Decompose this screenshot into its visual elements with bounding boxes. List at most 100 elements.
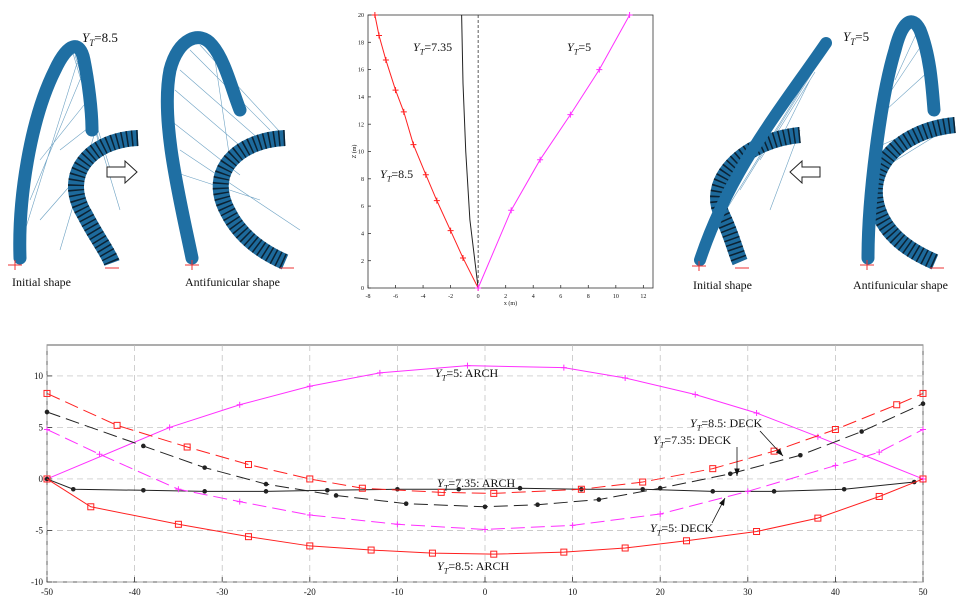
point-marker [728,472,733,477]
x-tick-label: 10 [568,587,578,597]
x-tick-label: 0 [483,587,488,597]
x-tick-label: -6 [393,294,398,300]
y-tick-label: 8 [361,177,364,183]
x-tick-label: 0 [477,294,480,300]
y-tick-label: 6 [361,204,364,210]
point-marker [518,486,523,491]
x-tick-label: -10 [391,587,403,597]
x-tick-label: 2 [504,294,507,300]
annotation: YT=7.35: ARCH [437,476,515,493]
x-tick-label: 20 [656,587,666,597]
x-tick-label: -20 [304,587,316,597]
y-tick-label: 20 [358,13,364,19]
label-text: =5: ARCH [446,366,498,380]
label-text: =5: DECK [661,521,713,535]
y-axis-label: Z (m) [351,145,358,159]
point-marker [376,32,382,38]
caption: Initial shape [12,275,71,289]
y-tick-label: 5 [39,423,44,433]
point-marker [876,449,882,455]
annotation: YT=8.5: DECK [690,416,762,433]
point-marker [71,487,76,492]
point-marker [141,444,146,449]
series-line [478,15,629,288]
shape-note: YT=8.5 [82,30,118,48]
arrow-left [790,161,820,183]
point-marker [383,57,389,63]
x-tick-label: 50 [919,587,929,597]
point-marker [307,512,313,518]
label-text: =8.5 [94,30,118,45]
point-marker [325,488,330,493]
annotation: YT=7.35: DECK [653,433,731,450]
y-tick-label: 2 [361,259,364,265]
y-tick-label: 16 [358,68,364,74]
y-tick-label: 0 [361,286,364,292]
deck-stripes [875,125,955,262]
label-text: =5 [855,29,869,44]
y-tick-label: -5 [36,526,44,536]
point-marker [307,383,313,389]
panel-antifunicular-left [167,38,300,270]
point-marker [141,488,146,493]
point-marker [45,410,50,415]
point-marker [535,502,540,507]
caption: Antifunicular shape [853,278,948,292]
x-tick-label: 12 [640,294,646,300]
point-marker [393,87,399,93]
point-marker [657,511,663,517]
point-marker [745,488,751,494]
point-marker [202,489,207,494]
figure: Initial shape Antifunicular shape Initia… [0,0,957,600]
label-text: =5 [578,40,591,54]
annotation: YT=7.35 [413,40,452,57]
point-marker [334,493,339,498]
point-marker [245,462,251,468]
label-text: =7.35: DECK [664,433,731,447]
label-text: =7.35: ARCH [448,476,515,490]
annotation: YT=5: DECK [650,521,713,538]
series-line [47,366,923,479]
point-marker [921,401,926,406]
point-marker [423,172,429,178]
point-marker [482,526,488,532]
y-tick-label: 4 [361,232,364,238]
point-marker [658,486,663,491]
point-marker [264,482,269,487]
point-marker [692,391,698,397]
point-marker [448,228,454,234]
x-tick-label: -30 [216,587,228,597]
label-text: =7.35 [424,40,452,54]
x-axis-label: x (m) [504,300,517,307]
shape-note: YT=5 [843,29,869,47]
point-marker [627,12,633,18]
y-tick-label: 12 [358,122,364,128]
point-marker [894,402,900,408]
x-tick-label: -2 [448,294,453,300]
point-marker [237,402,243,408]
panel-initial-right [692,43,826,271]
y-tick-label: 14 [358,95,364,101]
annotation: YT=8.5: ARCH [437,559,509,576]
y-tick-label: -10 [31,577,43,587]
y-tick-label: 10 [34,371,44,381]
point-marker [395,487,400,492]
y-tick-label: 0 [39,474,44,484]
point-marker [475,285,481,291]
point-marker [410,142,416,148]
label-text: =8.5: ARCH [448,559,509,573]
point-marker [434,198,440,204]
x-tick-label: 6 [559,294,562,300]
point-marker [710,489,715,494]
point-marker [394,521,400,527]
y-tick-label: 10 [358,150,364,156]
point-marker [772,489,777,494]
x-tick-label: 40 [831,587,841,597]
x-tick-label: 4 [532,294,535,300]
x-tick-label: -50 [41,587,53,597]
caption: Antifunicular shape [185,275,280,289]
point-marker [842,487,847,492]
point-marker [264,489,269,494]
x-tick-label: -8 [366,294,371,300]
point-marker [597,497,602,502]
